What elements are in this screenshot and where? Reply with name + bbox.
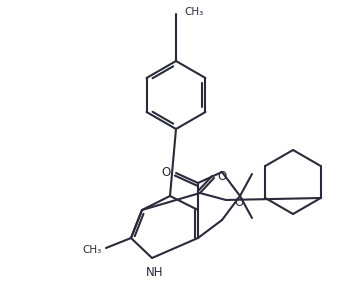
Text: CH₃: CH₃: [83, 245, 102, 255]
Text: O: O: [234, 195, 243, 209]
Text: NH: NH: [146, 266, 164, 279]
Text: O: O: [161, 166, 171, 178]
Text: O: O: [218, 171, 227, 183]
Text: CH₃: CH₃: [184, 7, 203, 17]
